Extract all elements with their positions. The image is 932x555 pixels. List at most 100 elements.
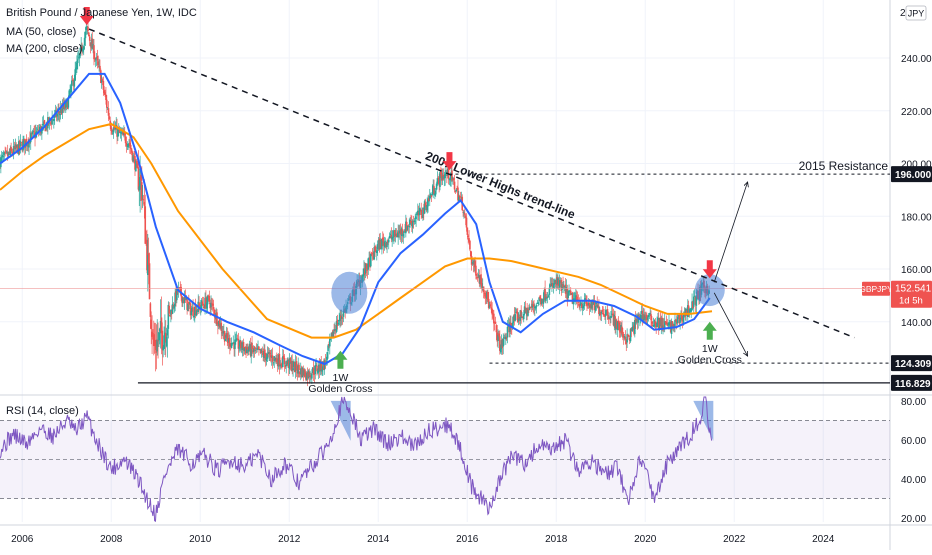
candle-body (390, 234, 393, 239)
candle-body (565, 287, 568, 293)
arrow-down-icon (79, 7, 94, 26)
candle-body (154, 339, 157, 350)
candle-body (149, 303, 152, 317)
candle-body (226, 333, 229, 340)
candle-body (19, 141, 22, 147)
candle-body (492, 313, 494, 315)
candle-body (249, 344, 252, 356)
candle-body (539, 296, 541, 299)
candle-body (664, 321, 667, 323)
candle-body (436, 178, 439, 185)
candle-body (600, 311, 603, 314)
candle-body (31, 131, 34, 135)
candle-body (538, 297, 540, 302)
candle-body (185, 298, 188, 301)
candle-body (116, 125, 118, 137)
candle-body (207, 295, 210, 297)
candle-body (339, 314, 341, 321)
candle-body (480, 274, 482, 285)
candle-body (240, 348, 243, 350)
candle-body (536, 302, 539, 304)
candle-body (42, 121, 45, 126)
candle-body (376, 244, 379, 250)
candle-body (64, 101, 67, 108)
candle-body (562, 284, 564, 288)
candle-body (460, 197, 463, 199)
candle-body (366, 269, 369, 271)
rsi-tick-label: 80.00 (901, 397, 926, 408)
candle-body (640, 315, 642, 321)
candle-body (645, 316, 647, 318)
candle-body (695, 295, 698, 306)
candle-body (462, 211, 464, 213)
candle-body (623, 336, 626, 339)
candle-body (596, 304, 599, 307)
candle-body (567, 290, 569, 299)
candle-body (622, 335, 625, 338)
candle-body (198, 303, 200, 306)
candle-body (132, 155, 135, 162)
candle-body (79, 47, 82, 56)
candle-body (111, 129, 113, 133)
candle-body (604, 309, 607, 316)
candle-body (418, 207, 421, 215)
candle-body (87, 26, 89, 32)
candle-body (302, 368, 305, 376)
price-tick-label: 200.000 (901, 160, 932, 171)
candle-body (342, 311, 345, 317)
candle-body (586, 303, 588, 306)
candle-body (6, 151, 8, 153)
candle-body (619, 328, 622, 333)
candle-body (464, 215, 467, 219)
candle-body (276, 360, 279, 367)
candle-body (560, 280, 563, 291)
resistance-price-badge-bg (891, 166, 932, 183)
candle-body (604, 315, 606, 317)
candle-body (188, 302, 191, 304)
candle-body (83, 37, 86, 46)
candle-body (372, 254, 375, 259)
candle-body (655, 323, 657, 327)
candle-body (314, 365, 317, 375)
candle-body (274, 357, 276, 360)
ma50-legend: MA (50, close) (6, 26, 77, 38)
candle-body (369, 257, 371, 268)
candle-body (223, 331, 226, 342)
candle-body (416, 213, 418, 215)
candle-body (143, 201, 146, 207)
candle-body (423, 201, 426, 214)
candle-body (261, 351, 264, 353)
candle-body (454, 190, 457, 192)
candle-body (121, 131, 123, 133)
candle-body (514, 314, 517, 321)
candle-body (96, 56, 99, 61)
candle-body (33, 131, 35, 133)
candle-body (631, 327, 634, 332)
candle-body (272, 362, 275, 364)
candle-body (100, 80, 103, 82)
candle-body (555, 278, 558, 285)
candle-body (405, 221, 408, 231)
candle-body (598, 306, 600, 315)
candle-body (688, 309, 691, 315)
candle-body (550, 283, 552, 287)
candle-body (498, 333, 500, 337)
candle-body (485, 296, 487, 298)
candle-body (255, 348, 258, 349)
candle-body (508, 324, 511, 333)
candle-body (288, 358, 291, 370)
candle-body (264, 349, 266, 356)
candle-body (107, 108, 110, 116)
candle-body (466, 227, 469, 235)
candle-body (381, 237, 384, 241)
candle-body (434, 190, 437, 195)
candle-body (129, 142, 131, 147)
candle-body (473, 260, 475, 265)
candle-body (581, 307, 584, 309)
candle-body (50, 122, 53, 125)
candle-body (246, 347, 249, 351)
candle-body (499, 336, 501, 351)
candle-body (301, 367, 304, 378)
candle-body (80, 44, 82, 47)
candle-body (510, 322, 512, 327)
